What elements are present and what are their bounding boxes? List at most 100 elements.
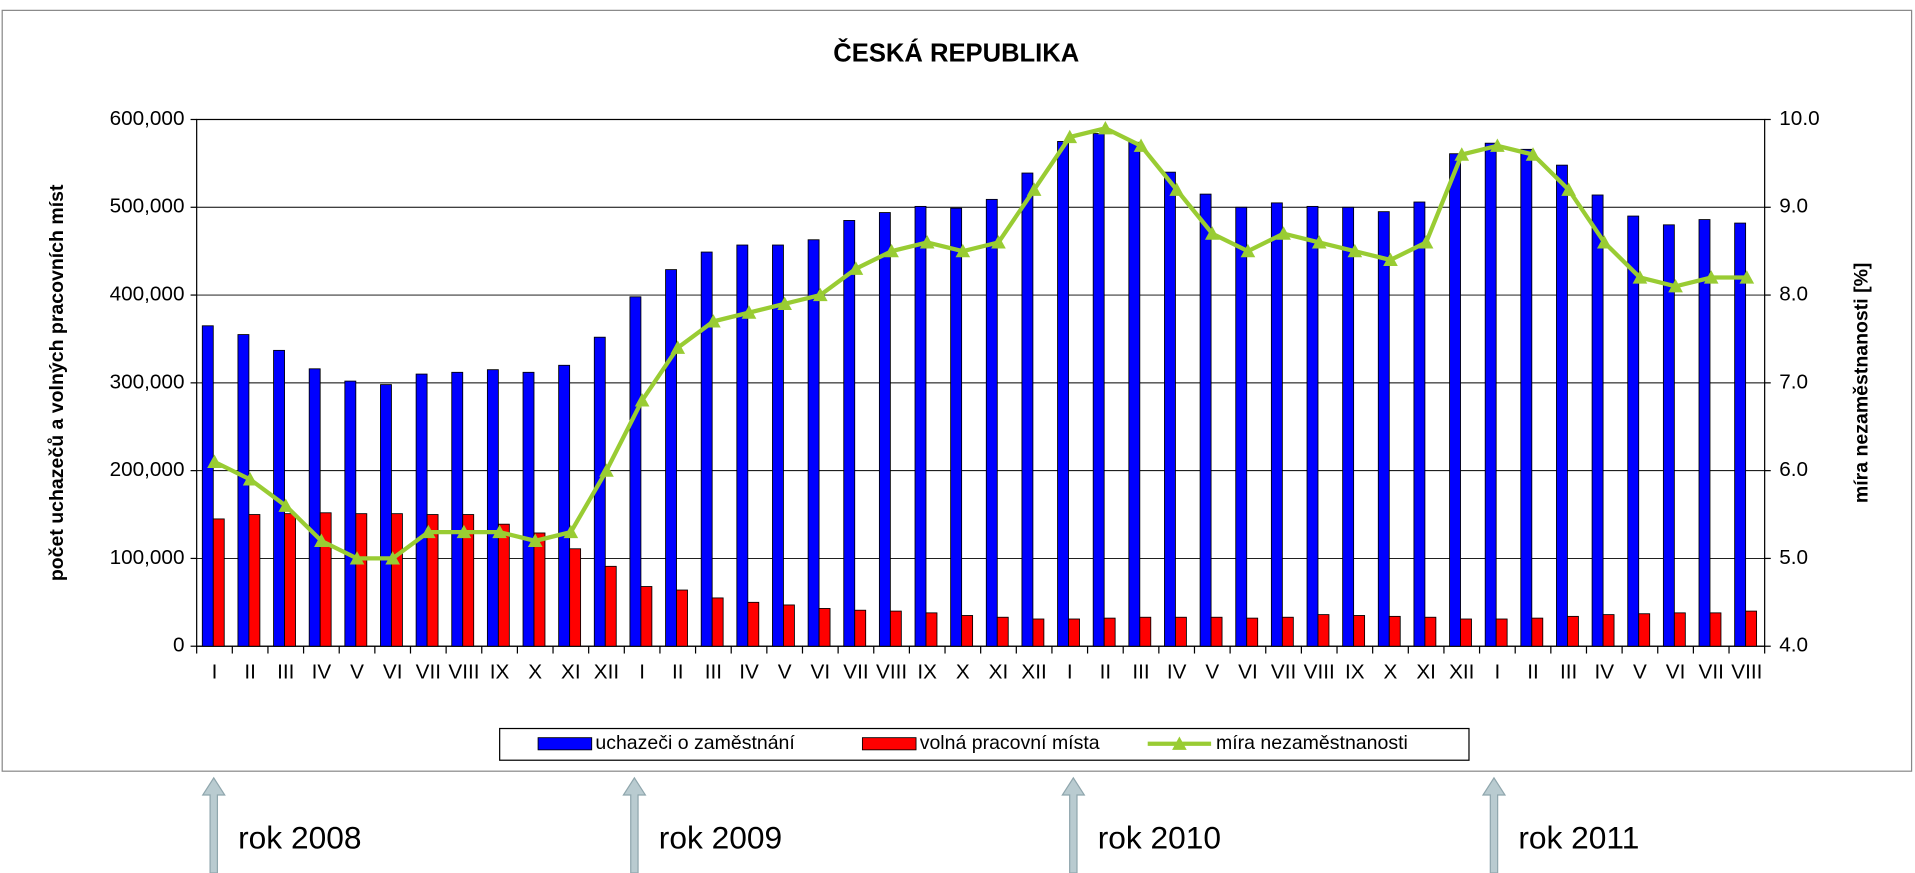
- bar: [985, 198, 998, 647]
- legend-label: míra nezaměstnanosti: [1216, 732, 1408, 754]
- bar: [1591, 194, 1604, 647]
- bar: [711, 597, 724, 647]
- x-tick-label: XII: [594, 661, 619, 684]
- x-tick-label: VI: [1238, 661, 1258, 684]
- annotation: rok 2009: [659, 819, 782, 855]
- bar: [1556, 164, 1568, 647]
- bar: [676, 589, 688, 647]
- line-marker: [1525, 147, 1541, 161]
- line-marker: [314, 533, 329, 547]
- x-tick-label: III: [277, 661, 294, 684]
- line-marker: [955, 243, 971, 258]
- y-tick-label: 600,000: [110, 107, 185, 130]
- y2-tick-label: 10.0: [1779, 107, 1819, 130]
- bar: [569, 548, 582, 647]
- arrow: [622, 776, 647, 873]
- x-tick-label: VII: [416, 661, 441, 684]
- line-marker: [741, 305, 757, 319]
- line-marker: [385, 551, 400, 565]
- bar: [451, 371, 464, 647]
- x-tick-label: III: [705, 661, 722, 684]
- chart-title: ČESKÁ REPUBLIKA: [833, 38, 1079, 68]
- bar: [533, 532, 546, 647]
- arrow: [1061, 776, 1086, 873]
- bar: [1377, 211, 1390, 647]
- legend-swatch: [861, 737, 917, 751]
- x-tick-label: XI: [1416, 661, 1436, 684]
- legend-box: [499, 727, 1470, 761]
- line-marker: [1276, 226, 1291, 240]
- line-marker: [634, 393, 650, 407]
- x-tick-label: VI: [1666, 661, 1686, 684]
- bar: [486, 369, 499, 647]
- y-axis-label: počet uchazečů a volných pracovních míst: [46, 184, 68, 581]
- bar: [201, 325, 214, 647]
- line-marker: [1204, 226, 1220, 240]
- line-marker: [777, 296, 792, 310]
- bar: [1638, 613, 1651, 647]
- legend-swatch-marker: [1172, 736, 1187, 750]
- bar: [843, 220, 856, 647]
- line-marker: [706, 314, 721, 328]
- x-tick-label: VIII: [876, 661, 907, 684]
- bar: [1032, 618, 1045, 647]
- x-tick-label: VII: [843, 661, 868, 684]
- bar: [665, 269, 677, 647]
- bar: [558, 364, 571, 647]
- bar: [1388, 615, 1401, 647]
- line-marker: [670, 340, 686, 354]
- x-tick-label: X: [1384, 661, 1398, 684]
- bar: [629, 296, 642, 647]
- x-tick-label: II: [672, 661, 684, 684]
- bar: [1709, 612, 1722, 647]
- bar: [1092, 133, 1105, 647]
- legend-label: volná pracovní místa: [920, 732, 1100, 754]
- bar: [1103, 617, 1116, 647]
- bar: [355, 513, 368, 647]
- bar: [1342, 206, 1355, 647]
- bar: [1057, 141, 1069, 647]
- x-tick-label: III: [1132, 661, 1149, 684]
- bar: [1449, 153, 1461, 647]
- bar: [391, 513, 403, 647]
- bar: [522, 371, 535, 647]
- legend-label: uchazeči o zaměstnání: [595, 732, 795, 754]
- bar: [308, 368, 321, 647]
- line-marker: [1026, 182, 1042, 196]
- x-tick-label: VII: [1699, 661, 1724, 684]
- bar: [248, 514, 261, 647]
- line-marker: [1490, 138, 1505, 152]
- x-tick-label: VII: [1271, 661, 1296, 684]
- x-tick-label: IV: [1167, 661, 1187, 684]
- line-marker: [527, 533, 543, 547]
- bar: [1460, 618, 1472, 647]
- line-marker: [1596, 235, 1612, 249]
- bar: [1484, 142, 1497, 647]
- x-tick-label: I: [1067, 661, 1073, 684]
- x-tick-label: II: [1100, 661, 1112, 684]
- x-tick-label: V: [350, 661, 364, 684]
- bar: [1745, 610, 1758, 647]
- y-tick-label: 400,000: [110, 283, 185, 306]
- bar: [237, 334, 250, 647]
- line-marker: [1418, 235, 1434, 249]
- bar: [889, 610, 902, 647]
- y-tick-label: 0: [173, 634, 185, 657]
- line-marker: [349, 551, 365, 565]
- bar: [772, 244, 784, 647]
- bar: [1413, 201, 1426, 647]
- x-tick-label: IX: [917, 661, 937, 684]
- line-marker: [420, 524, 436, 539]
- bar: [1270, 202, 1283, 647]
- bar: [1602, 614, 1615, 647]
- bar: [736, 244, 749, 647]
- bar: [1021, 172, 1034, 647]
- line-marker: [1739, 270, 1755, 284]
- line-marker: [1383, 252, 1398, 267]
- bar: [1698, 219, 1711, 647]
- line-marker: [278, 498, 294, 512]
- x-tick-label: II: [244, 661, 256, 684]
- bar: [1164, 171, 1176, 647]
- y-tick-label: 500,000: [110, 195, 185, 218]
